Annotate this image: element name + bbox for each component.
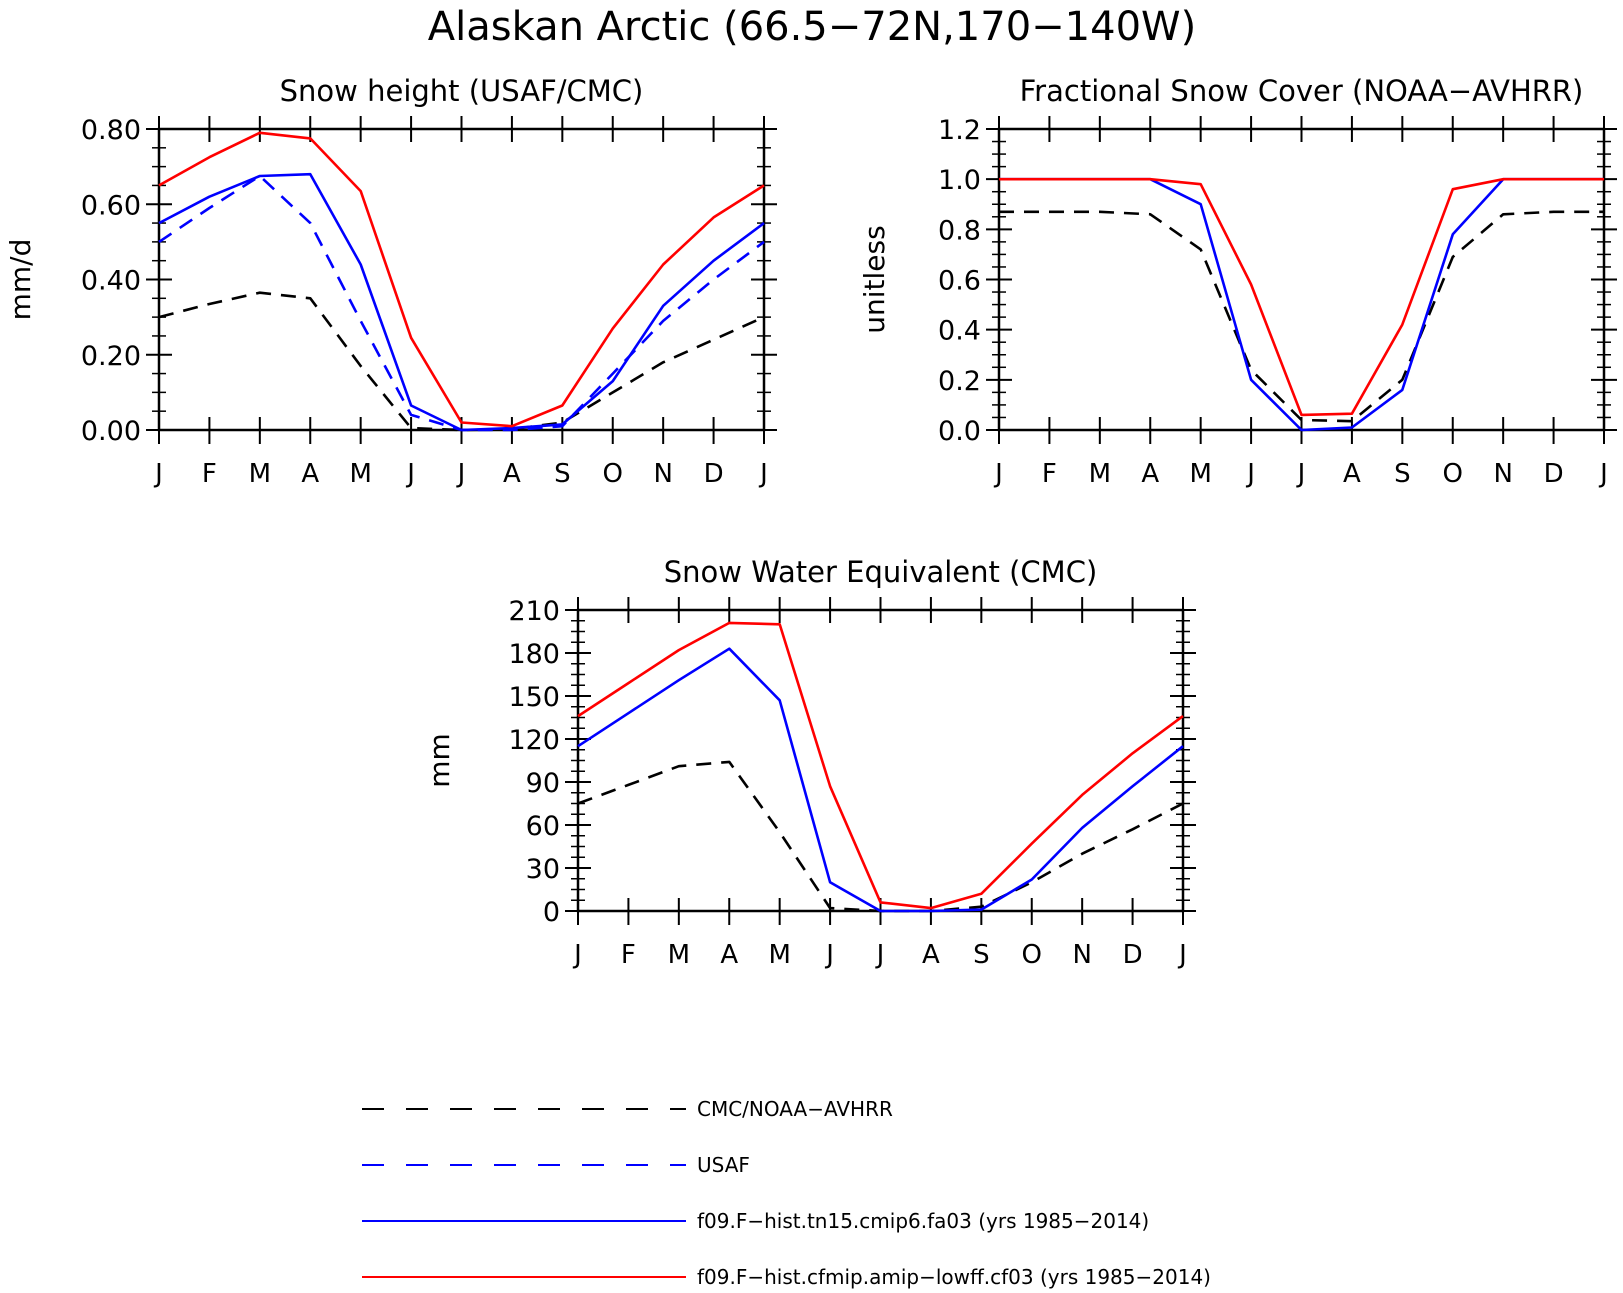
x-tick-label: M [768,940,790,970]
series-line-3 [577,621,1184,910]
panel-title: Snow height (USAF/CMC) [280,74,644,108]
y-tick-label: 0.80 [81,115,141,146]
x-tick-label: M [1189,459,1211,489]
figure-title: Alaskan Arctic (66.5−72N,170−140W) [428,4,1196,50]
y-tick-label: 0.60 [81,190,141,221]
legend-label: f09.F−hist.tn15.cmip6.fa03 (yrs 1985−201… [697,1209,1149,1233]
x-tick-label: J [1177,940,1187,970]
x-tick-label: A [1141,459,1159,489]
x-tick-label: N [1072,940,1091,970]
x-tick-label: A [301,459,319,489]
plot-frame [997,127,1606,432]
y-tick-label: 0.20 [81,341,141,372]
y-tick-label: 1.0 [938,165,981,196]
x-tick-label: M [1089,459,1111,489]
y-tick-label: 0 [543,897,560,928]
x-tick-label: O [1443,459,1463,489]
x-tick-label: J [824,940,834,970]
y-tick-label: 30 [526,854,560,885]
y-tick-label: 0.4 [938,316,981,347]
x-tick-label: J [1245,459,1255,489]
x-tick-label: F [1042,459,1057,489]
plot-frame [157,127,766,432]
legend-label: f09.F−hist.cfmip.amip−lowff.cf03 (yrs 19… [697,1265,1211,1289]
x-tick-label: O [603,459,623,489]
series-line-1 [577,760,1184,913]
x-tick-label: J [1598,459,1608,489]
y-tick-label: 90 [526,768,560,799]
series-line-3 [158,172,765,432]
y-axis-label: mm [423,733,456,788]
x-tick-label: F [621,940,636,970]
x-tick-label: J [875,940,885,970]
x-tick-label: D [1544,459,1564,489]
y-tick-label: 0.40 [81,266,141,297]
x-tick-label: J [153,459,163,489]
y-tick-label: 1.2 [938,115,981,146]
y-tick-label: 0.2 [938,366,981,397]
series-line-2 [999,177,1604,432]
x-tick-label: J [572,940,582,970]
x-tick-label: A [503,459,521,489]
x-tick-label: D [704,459,724,489]
legend-label: USAF [697,1153,750,1177]
x-tick-label: J [1296,459,1306,489]
x-tick-label: F [202,459,217,489]
x-tick-label: J [456,459,466,489]
y-tick-label: 150 [508,682,560,713]
x-tick-label: S [554,459,571,489]
legend-label: CMC/NOAA−AVHRR [697,1097,893,1121]
x-tick-label: M [349,459,371,489]
y-tick-label: 0.8 [938,215,981,246]
y-tick-label: 0.00 [81,416,141,447]
x-tick-label: S [973,940,990,970]
series-line-1 [999,210,1604,423]
x-tick-label: A [922,940,940,970]
x-tick-label: A [720,940,738,970]
y-tick-label: 180 [508,639,560,670]
x-tick-label: S [1394,459,1411,489]
x-tick-label: N [653,459,672,489]
x-tick-label: M [668,940,690,970]
series-line-4 [158,131,765,428]
series-line-2 [158,174,765,432]
series-line-3 [999,177,1604,417]
x-tick-label: J [758,459,768,489]
y-axis-label: mm/d [4,239,37,321]
y-axis-label: unitless [858,225,891,333]
x-tick-label: A [1343,459,1361,489]
panel-title: Snow Water Equivalent (CMC) [664,555,1098,589]
x-tick-label: M [249,459,271,489]
x-tick-label: J [405,459,415,489]
series-line-2 [577,647,1184,913]
x-tick-label: O [1022,940,1042,970]
panel-title: Fractional Snow Cover (NOAA−AVHRR) [1020,74,1584,108]
legend: CMC/NOAA−AVHRR USAF f09.F−hist.tn15.cmip6.… [362,1097,1211,1289]
chart-panel-2: J F M A M J J A S O N D J0.00.20.40.60.81.01.2Fracti… [858,74,1617,489]
x-tick-label: D [1123,940,1143,970]
x-tick-label: J [993,459,1003,489]
series-line-1 [158,291,765,432]
y-tick-label: 120 [508,725,560,756]
y-tick-label: 210 [508,596,560,627]
y-tick-label: 0.0 [938,416,981,447]
y-tick-label: 0.6 [938,266,981,297]
x-tick-label: N [1493,459,1512,489]
y-tick-label: 60 [526,811,560,842]
